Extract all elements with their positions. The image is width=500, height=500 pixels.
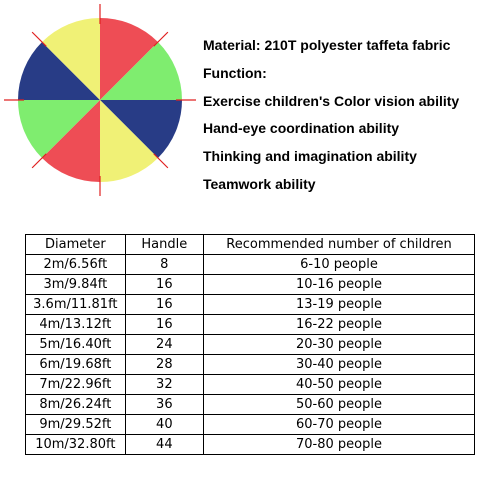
cell-diameter: 7m/22.96ft xyxy=(25,374,126,395)
parachute-rim-tick xyxy=(31,31,47,47)
table-row: 7m/22.96ft 32 40-50 people xyxy=(25,374,476,395)
header-handle: Handle xyxy=(124,234,204,255)
cell-diameter: 10m/32.80ft xyxy=(25,434,126,455)
table-row: 5m/16.40ft 24 20-30 people xyxy=(25,334,476,355)
cell-diameter: 3.6m/11.81ft xyxy=(25,294,126,315)
cell-children: 70-80 people xyxy=(202,434,476,455)
parachute-panel-red xyxy=(100,18,158,100)
parachute-icon xyxy=(4,4,196,196)
table-row: 8m/26.24ft 36 50-60 people xyxy=(25,394,476,415)
header-recommended-children: Recommended number of children xyxy=(202,234,476,255)
function-heading: Function: xyxy=(203,65,267,81)
table-row: 6m/19.68ft 28 30-40 people xyxy=(25,354,476,375)
cell-handle: 40 xyxy=(124,414,204,435)
parachute-panel-blue xyxy=(18,42,100,100)
cell-diameter: 9m/29.52ft xyxy=(25,414,126,435)
table-row: 2m/6.56ft 8 6-10 people xyxy=(25,254,476,275)
table-row: 3m/9.84ft 16 10-16 people xyxy=(25,274,476,295)
parachute-rim-tick xyxy=(153,31,169,47)
specification-table: Diameter Handle Recommended number of ch… xyxy=(25,234,476,455)
cell-handle: 24 xyxy=(124,334,204,355)
material-text: Material: 210T polyester taffeta fabric xyxy=(203,37,451,53)
cell-children: 30-40 people xyxy=(202,354,476,375)
cell-diameter: 3m/9.84ft xyxy=(25,274,126,295)
table-row: 9m/29.52ft 40 60-70 people xyxy=(25,414,476,435)
parachute-panel-yellow xyxy=(100,100,158,182)
cell-children: 40-50 people xyxy=(202,374,476,395)
cell-children: 50-60 people xyxy=(202,394,476,415)
cell-diameter: 5m/16.40ft xyxy=(25,334,126,355)
cell-children: 6-10 people xyxy=(202,254,476,275)
cell-diameter: 8m/26.24ft xyxy=(25,394,126,415)
table-row: 4m/13.12ft 16 16-22 people xyxy=(25,314,476,335)
cell-children: 16-22 people xyxy=(202,314,476,335)
cell-handle: 16 xyxy=(124,274,204,295)
function-item: Hand-eye coordination ability xyxy=(203,120,400,136)
parachute-panel-blue xyxy=(100,100,182,158)
header-diameter: Diameter xyxy=(25,234,126,255)
cell-handle: 36 xyxy=(124,394,204,415)
cell-children: 20-30 people xyxy=(202,334,476,355)
cell-handle: 8 xyxy=(124,254,204,275)
cell-handle: 16 xyxy=(124,294,204,315)
table-row: 3.6m/11.81ft 16 13-19 people xyxy=(25,294,476,315)
function-item: Teamwork ability xyxy=(203,176,316,192)
cell-diameter: 6m/19.68ft xyxy=(25,354,126,375)
table-header-row: Diameter Handle Recommended number of ch… xyxy=(25,234,476,255)
cell-handle: 16 xyxy=(124,314,204,335)
parachute-panel-red xyxy=(42,100,100,182)
cell-children: 60-70 people xyxy=(202,414,476,435)
parachute-panel-green xyxy=(18,100,100,158)
cell-handle: 28 xyxy=(124,354,204,375)
function-item: Thinking and imagination ability xyxy=(203,148,417,164)
cell-children: 13-19 people xyxy=(202,294,476,315)
cell-handle: 44 xyxy=(124,434,204,455)
table-row: 10m/32.80ft 44 70-80 people xyxy=(25,434,476,455)
cell-handle: 32 xyxy=(124,374,204,395)
parachute-rim-tick xyxy=(31,153,47,169)
function-item: Exercise children's Color vision ability xyxy=(203,93,460,109)
parachute-panel-yellow xyxy=(42,18,100,100)
parachute-rim-tick xyxy=(153,153,169,169)
cell-diameter: 2m/6.56ft xyxy=(25,254,126,275)
cell-children: 10-16 people xyxy=(202,274,476,295)
parachute-panel-green xyxy=(100,42,182,100)
cell-diameter: 4m/13.12ft xyxy=(25,314,126,335)
